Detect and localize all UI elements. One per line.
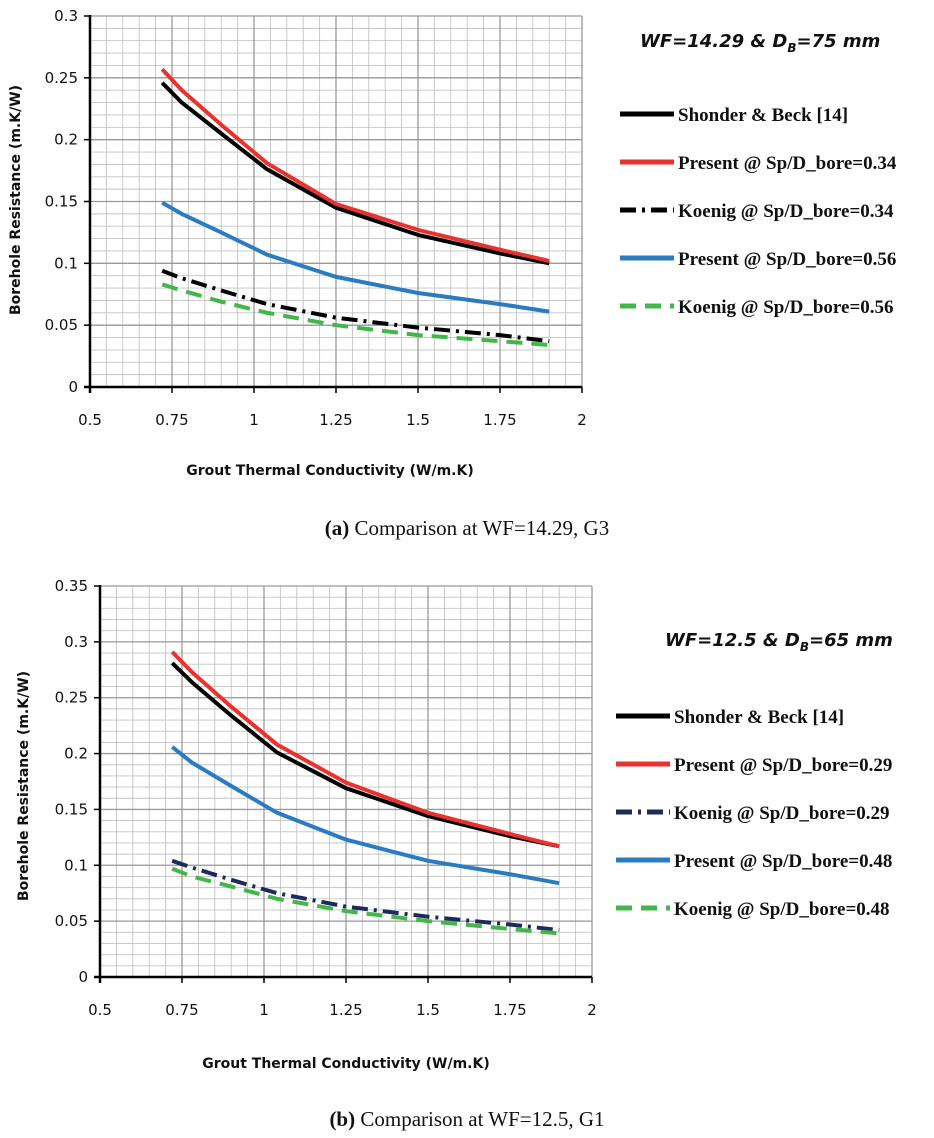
y-tick-label: 0.15 <box>45 193 78 211</box>
legend-label-2: Koenig @ Sp/D_bore=0.34 <box>678 201 894 222</box>
series-line-4 <box>161 282 550 347</box>
panel-a-legend: Shonder & Beck [14] Present @ Sp/D_bore=0… <box>620 105 897 318</box>
y-tick-label: 0.3 <box>64 633 88 651</box>
x-tick-label: 1.5 <box>406 411 430 429</box>
y-tick-label: 0.35 <box>55 577 88 595</box>
y-tick-label: 0.15 <box>55 800 88 818</box>
panel-b-ticks: 0.5 0.75 1 1.25 1.5 1.75 2 0 0.05 0.1 0.15 0.2 0.25 0… <box>55 577 597 1019</box>
x-tick-label: 1 <box>259 1001 269 1019</box>
x-tick-label: 1 <box>249 411 259 429</box>
series-line-1 <box>170 650 560 849</box>
legend-label-4: Koenig @ Sp/D_bore=0.48 <box>674 899 890 920</box>
series-line-3 <box>161 200 550 314</box>
panel-a: 0.5 0.75 1 1.25 1.5 1.75 2 0 0.05 0.1 0.15 0.2 0.25 0… <box>8 7 897 540</box>
panel-a-ylabel: Borehole Resistance (m.K/W) <box>8 85 24 315</box>
x-tick-label: 0.75 <box>155 411 188 429</box>
panel-a-xlabel: Grout Thermal Conductivity (W/m.K) <box>186 463 474 479</box>
series-line-4 <box>171 866 560 936</box>
y-tick-label: 0.1 <box>54 254 78 272</box>
legend-label-4: Koenig @ Sp/D_bore=0.56 <box>678 297 894 318</box>
x-tick-label: 1.25 <box>329 1001 362 1019</box>
x-tick-label: 0.5 <box>88 1001 112 1019</box>
series-line-1 <box>160 67 550 263</box>
x-tick-label: 0.75 <box>165 1001 198 1019</box>
panel-a-series <box>160 67 550 347</box>
panel-a-ticks: 0.5 0.75 1 1.25 1.5 1.75 2 0 0.05 0.1 0.15 0.2 0.25 0… <box>45 7 587 429</box>
panel-b-xlabel: Grout Thermal Conductivity (W/m.K) <box>202 1056 490 1072</box>
panel-b-title: WF=12.5 & DB=65 mm <box>665 630 893 654</box>
panel-b: 0.5 0.75 1 1.25 1.5 1.75 2 0 0.05 0.1 0.15 0.2 0.25 0… <box>16 577 893 1131</box>
legend-label-3: Present @ Sp/D_bore=0.48 <box>674 851 892 872</box>
panel-b-series <box>170 650 560 936</box>
legend-label-3: Present @ Sp/D_bore=0.56 <box>678 249 896 270</box>
panel-b-ylabel: Borehole Resistance (m.K/W) <box>16 671 32 901</box>
x-tick-label: 2 <box>577 411 587 429</box>
legend-label-1: Present @ Sp/D_bore=0.34 <box>678 153 897 174</box>
legend-label-0: Shonder & Beck [14] <box>678 105 848 126</box>
y-tick-label: 0.05 <box>45 316 78 334</box>
y-tick-label: 0.25 <box>45 69 78 87</box>
y-tick-label: 0.05 <box>55 912 88 930</box>
x-tick-label: 1.75 <box>483 411 516 429</box>
panel-b-legend: Shonder & Beck [14] Present @ Sp/D_bore=0… <box>616 707 892 920</box>
legend-label-0: Shonder & Beck [14] <box>674 707 844 728</box>
series-line-3 <box>170 745 560 886</box>
legend-label-1: Present @ Sp/D_bore=0.29 <box>674 755 892 776</box>
legend-label-2: Koenig @ Sp/D_bore=0.29 <box>674 803 890 824</box>
y-tick-label: 0.25 <box>55 689 88 707</box>
y-tick-label: 0.3 <box>54 7 78 25</box>
x-tick-label: 2 <box>587 1001 597 1019</box>
y-tick-label: 0.1 <box>64 856 88 874</box>
y-tick-label: 0 <box>68 378 78 396</box>
x-tick-label: 1.75 <box>493 1001 526 1019</box>
y-tick-label: 0 <box>78 968 88 986</box>
x-tick-label: 0.5 <box>78 411 102 429</box>
y-tick-label: 0.2 <box>64 745 88 763</box>
panel-b-axes <box>94 585 592 983</box>
series-line-0 <box>170 661 560 849</box>
x-tick-label: 1.5 <box>416 1001 440 1019</box>
y-tick-label: 0.2 <box>54 131 78 149</box>
panel-a-title: WF=14.29 & DB=75 mm <box>640 31 880 55</box>
series-line-0 <box>160 81 550 266</box>
x-tick-label: 1.25 <box>319 411 352 429</box>
panel-b-caption: (b) Comparison at WF=12.5, G1 <box>329 1107 604 1131</box>
panel-a-caption: (a) Comparison at WF=14.29, G3 <box>325 516 609 540</box>
